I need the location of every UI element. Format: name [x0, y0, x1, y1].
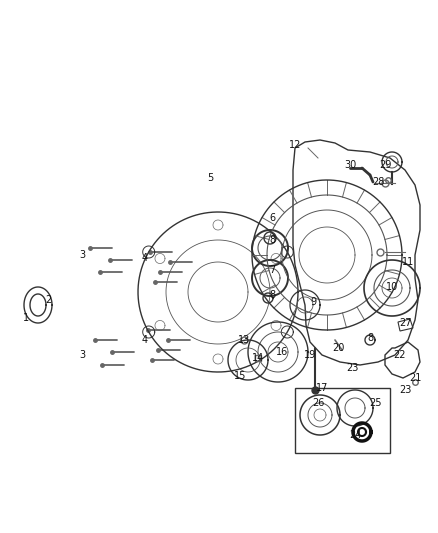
Text: 29: 29	[379, 160, 391, 170]
Text: 17: 17	[316, 383, 328, 393]
Text: 26: 26	[312, 398, 324, 408]
Text: 24: 24	[349, 430, 361, 440]
Text: 23: 23	[346, 363, 358, 373]
Text: 30: 30	[344, 160, 356, 170]
Text: 21: 21	[409, 373, 421, 383]
Text: 16: 16	[276, 347, 288, 357]
Text: 20: 20	[332, 343, 344, 353]
Text: 3: 3	[79, 250, 85, 260]
Text: 12: 12	[289, 140, 301, 150]
Text: 5: 5	[207, 173, 213, 183]
Text: 7: 7	[269, 265, 275, 275]
Text: 8: 8	[367, 333, 373, 343]
Text: 4: 4	[142, 253, 148, 263]
Text: 2: 2	[45, 295, 51, 305]
Text: 10: 10	[386, 282, 398, 292]
Bar	[295, 388, 390, 453]
Text: 8: 8	[269, 235, 275, 245]
Text: 8: 8	[269, 290, 275, 300]
Text: 11: 11	[402, 257, 414, 267]
Text: 4: 4	[142, 335, 148, 345]
Text: 28: 28	[372, 177, 384, 187]
Text: 22: 22	[394, 350, 406, 360]
Text: 19: 19	[304, 350, 316, 360]
Text: 27: 27	[399, 318, 411, 328]
Text: 23: 23	[399, 385, 411, 395]
Text: 6: 6	[269, 213, 275, 223]
Text: 3: 3	[79, 350, 85, 360]
Text: 25: 25	[369, 398, 381, 408]
Text: 15: 15	[234, 371, 246, 381]
Text: 13: 13	[238, 335, 250, 345]
Text: 14: 14	[252, 353, 264, 363]
Text: 1: 1	[23, 313, 29, 323]
Text: 9: 9	[310, 297, 316, 307]
